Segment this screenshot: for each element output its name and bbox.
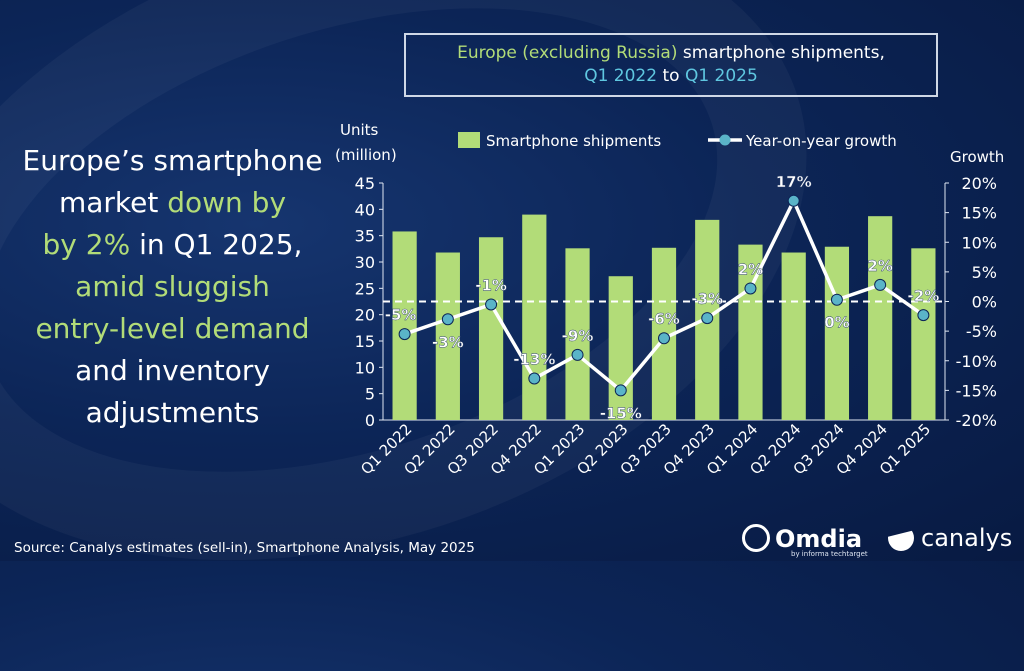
- y-tick-label-right: 5%: [972, 263, 997, 282]
- growth-point: [830, 293, 843, 306]
- legend-swatch-shipments: [458, 132, 480, 148]
- y-tick-label-left: 10: [355, 358, 375, 377]
- growth-point: [701, 312, 714, 325]
- headline-line-4: amid sluggish: [75, 270, 270, 303]
- legend-label-growth: Year-on-year growth: [745, 132, 897, 150]
- growth-point: [614, 384, 627, 397]
- omdia-logo: Omdia: [742, 524, 862, 553]
- y-tick-label-left: 5: [365, 385, 375, 404]
- chart-title-box: Europe (excluding Russia) smartphone shi…: [404, 33, 938, 97]
- growth-data-label: -2%: [908, 287, 940, 305]
- canalys-logo-text: canalys: [921, 524, 1013, 552]
- y-tick-label-left: 25: [355, 279, 375, 298]
- omdia-tagline: by informa techtarget: [791, 550, 868, 558]
- y-tick-label-right: -15%: [956, 381, 997, 400]
- bar-shipments: [478, 237, 504, 420]
- headline-line-3a: by 2%: [42, 228, 131, 261]
- y-tick-label-left: 40: [355, 200, 375, 219]
- omdia-logo-mark: [742, 524, 770, 552]
- growth-point: [658, 332, 670, 345]
- y-tick-label-right: 20%: [961, 174, 997, 193]
- title-start-quarter: Q1 2022: [584, 66, 658, 86]
- growth-data-label: -15%: [600, 404, 642, 422]
- y-tick-label-left: 30: [355, 253, 375, 272]
- headline-line-6: and inventory: [75, 354, 270, 387]
- growth-point: [398, 328, 411, 341]
- growth-data-label: -13%: [513, 351, 555, 369]
- title-metric: smartphone shipments,: [677, 43, 885, 63]
- growth-data-label: -1%: [475, 276, 507, 294]
- bar-shipments: [868, 216, 893, 420]
- y-tick-label-right: -10%: [956, 352, 997, 371]
- growth-data-label: -3%: [691, 290, 723, 308]
- growth-point: [441, 313, 454, 326]
- bar-shipments: [435, 252, 460, 420]
- title-to: to: [657, 66, 685, 86]
- growth-data-label: 2%: [867, 257, 892, 275]
- growth-data-label: -6%: [648, 310, 680, 328]
- legend-label-shipments: Smartphone shipments: [486, 132, 661, 150]
- bar-shipments: [911, 248, 936, 420]
- y-tick-label-left: 15: [355, 332, 375, 351]
- headline-line-2b: down by: [167, 186, 287, 219]
- y-tick-label-right: 0%: [972, 293, 997, 312]
- title-region: Europe (excluding Russia): [457, 43, 678, 63]
- bar-shipments: [608, 276, 633, 420]
- growth-data-label: 2%: [738, 260, 763, 278]
- bar-shipments: [522, 214, 547, 420]
- growth-data-label: -3%: [432, 333, 464, 351]
- growth-data-label: -9%: [562, 327, 594, 345]
- bar-shipments: [392, 231, 417, 420]
- combo-chart: 0 5 10 15 20 25 30 35 40 45 -20% -15% -10% -5% 0% 5% 10%…: [335, 121, 1004, 430]
- omdia-logo-text: Omdia: [775, 525, 863, 553]
- headline-line-3b: in Q1 2025,: [130, 228, 303, 261]
- y-axis-title-line-2: (million): [335, 146, 397, 164]
- growth-data-label: -5%: [385, 306, 417, 324]
- bar-shipments: [781, 252, 806, 420]
- bar-shipments: [565, 248, 590, 420]
- y2-axis-title: Growth: [950, 148, 1004, 166]
- y-tick-label-left: 45: [355, 174, 375, 193]
- headline-line-2a: market: [58, 186, 168, 219]
- source-note: Source: Canalys estimates (sell-in), Sma…: [14, 540, 475, 556]
- headline: Europe’s smartphone market down by by 2%…: [0, 140, 345, 434]
- headline-line-5: entry-level demand: [35, 312, 310, 345]
- y-tick-label-right: 10%: [961, 233, 997, 252]
- growth-data-label: 0%: [824, 314, 849, 332]
- canalys-logo: canalys: [888, 524, 1012, 552]
- y-tick-label-left: 20: [355, 306, 375, 325]
- growth-point: [787, 194, 800, 207]
- y-tick-label-left: 35: [355, 227, 375, 246]
- headline-line-1: Europe’s smartphone: [22, 144, 323, 177]
- legend-swatch-growth-marker: [719, 134, 731, 146]
- headline-line-7: adjustments: [85, 396, 260, 429]
- y-tick-label-right: 15%: [961, 204, 997, 223]
- y-axis-title-line-1: Units: [340, 121, 379, 139]
- canalys-logo-mark: [888, 530, 914, 551]
- bar-shipments: [824, 246, 850, 420]
- growth-point: [571, 348, 584, 361]
- title-end-quarter: Q1 2025: [684, 66, 758, 86]
- growth-point: [485, 298, 498, 311]
- y-tick-label-left: 0: [365, 411, 375, 430]
- y-tick-label-right: -20%: [956, 411, 997, 430]
- growth-data-label: 17%: [776, 173, 812, 191]
- growth-point: [917, 309, 930, 322]
- growth-point: [744, 282, 757, 295]
- growth-point: [528, 372, 541, 385]
- y-tick-label-right: -5%: [966, 322, 997, 341]
- growth-point: [874, 278, 887, 291]
